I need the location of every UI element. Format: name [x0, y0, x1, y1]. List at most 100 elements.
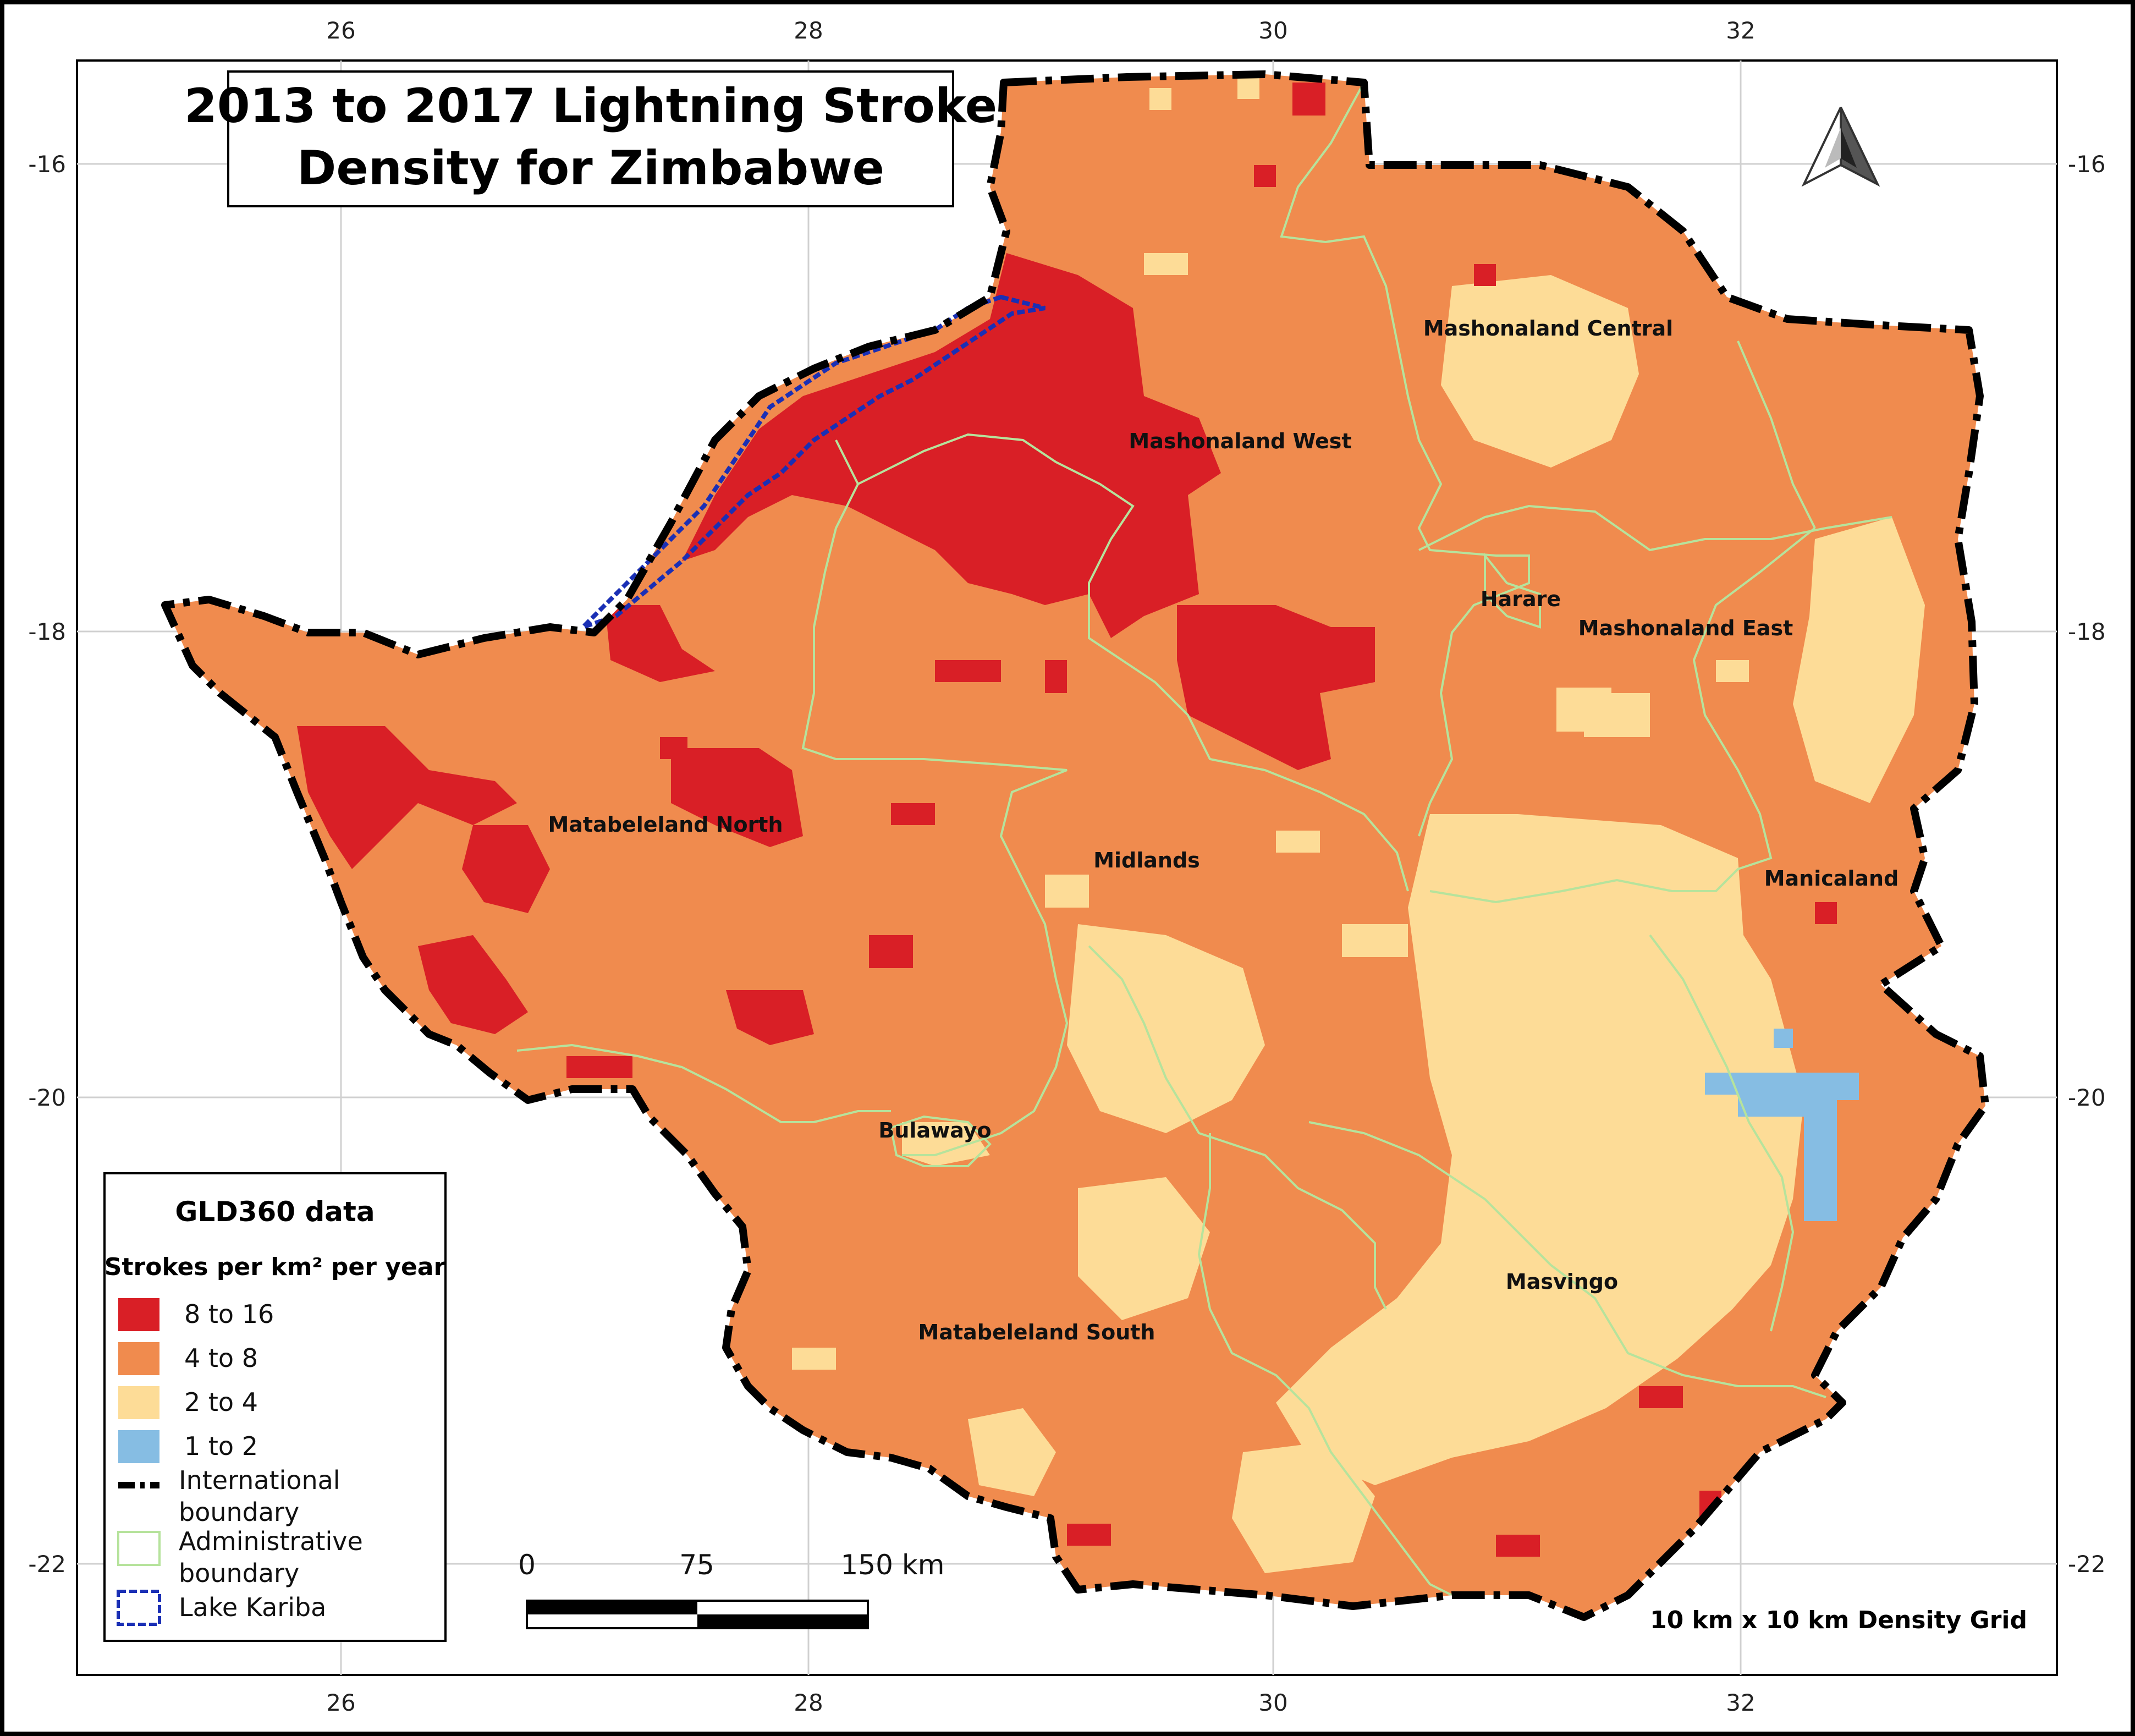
high-zone-matabeleland-north-west	[297, 726, 517, 869]
admin-boundaries	[516, 82, 1892, 1607]
admin-line-mashonaland-central-west	[1280, 82, 1530, 837]
province-label-matabeleland-north: Matabeleland North	[548, 812, 783, 837]
lat-tick-left: -16	[28, 151, 66, 178]
axis-longitude-top: 26 28 30 32	[326, 17, 1755, 44]
scale-label-0: 0	[518, 1549, 536, 1581]
legend-swatch-8to16	[118, 1298, 159, 1331]
international-boundary	[161, 70, 1989, 1621]
province-label-bulawayo: Bulawayo	[878, 1118, 991, 1142]
province-label-manicaland: Manicaland	[1764, 866, 1899, 891]
high-zone-matabeleland-north-b	[462, 825, 550, 913]
high-zone-mashonaland-west	[682, 253, 1221, 638]
density-grid-note: 10 km x 10 km Density Grid	[1650, 1606, 2027, 1634]
low-cell	[1342, 924, 1408, 957]
legend-swatch-2to4	[118, 1386, 159, 1419]
legend-lake-swatch	[117, 1590, 161, 1626]
admin-line-matabeleland-midlands	[801, 484, 1069, 1156]
high-zone-kariba-shore	[605, 605, 715, 682]
lat-tick-right: -22	[2068, 1551, 2106, 1578]
high-zone-matabeleland-north-c	[726, 990, 814, 1045]
legend-label-intl-boundary-1: International	[179, 1465, 340, 1495]
title-box: 2013 to 2017 Lightning Stroke Density fo…	[184, 70, 997, 207]
admin-line-masvingo-east	[1308, 1121, 1826, 1398]
lon-tick-top: 26	[326, 17, 355, 44]
map-title-line1: 2013 to 2017 Lightning Stroke	[184, 79, 997, 134]
low-cell	[1144, 253, 1188, 275]
high-zone-north-central	[1177, 605, 1375, 770]
density-zones-8to16	[297, 83, 1837, 1557]
high-cell	[566, 1056, 632, 1078]
lon-tick-bottom: 30	[1258, 1689, 1287, 1716]
low-zone-matabeleland-south-b	[968, 1408, 1056, 1496]
admin-line-ne	[1737, 340, 1816, 529]
admin-line-manicaland-south	[1649, 934, 1795, 1332]
high-cell	[935, 660, 1001, 682]
high-cell	[1045, 660, 1067, 693]
legend-subtitle: Strokes per km² per year	[104, 1253, 446, 1281]
high-cell	[1067, 1524, 1111, 1546]
axis-latitude-left: -16 -18 -20 -22	[28, 151, 66, 1578]
low-cell	[1045, 875, 1089, 908]
very-low-cell	[1774, 1029, 1793, 1048]
scale-bar-segment	[527, 1601, 697, 1614]
admin-line-matabeleland-north-south	[516, 1043, 891, 1123]
legend-admin-boundary-swatch	[117, 1531, 161, 1566]
legend-label-2to4: 2 to 4	[184, 1387, 258, 1417]
legend-label-admin-boundary-2: boundary	[179, 1558, 299, 1588]
low-zone-mashonaland-central	[1441, 275, 1639, 468]
low-cell	[1716, 660, 1749, 682]
low-zone-south	[1232, 1441, 1375, 1573]
admin-line-matabeleland-south-masvingo	[1197, 1133, 1474, 1607]
high-cell	[1254, 165, 1276, 187]
axis-longitude-bottom: 26 28 30 32	[326, 1689, 1755, 1716]
title-frame	[227, 70, 954, 207]
legend-label-4to8: 4 to 8	[184, 1343, 258, 1373]
high-cell	[1639, 1386, 1683, 1408]
lat-tick-left: -22	[28, 1551, 66, 1578]
lat-tick-right: -16	[2068, 151, 2106, 178]
admin-line-harare	[1484, 552, 1541, 629]
province-label-mashonaland-west: Mashonaland West	[1129, 429, 1351, 453]
high-cell	[1292, 83, 1325, 116]
low-zone-matabeleland-south-a	[1078, 1177, 1210, 1320]
province-labels: Mashonaland Central Mashonaland West Har…	[548, 316, 1899, 1344]
low-cell	[792, 1348, 836, 1370]
province-label-masvingo: Masvingo	[1506, 1270, 1618, 1294]
legend-label-lake: Lake Kariba	[179, 1592, 326, 1622]
high-cell	[1474, 264, 1496, 286]
lon-tick-top: 30	[1258, 17, 1287, 44]
high-zone-matabeleland-north-centre	[671, 748, 803, 847]
legend-frame	[103, 1172, 447, 1642]
legend-label-8to16: 8 to 16	[184, 1299, 274, 1329]
high-cell	[869, 935, 913, 968]
low-zone-midlands	[1067, 924, 1265, 1133]
lat-tick-right: -20	[2068, 1084, 2106, 1111]
scale-label-75: 75	[679, 1549, 714, 1581]
high-cell	[891, 803, 935, 825]
low-cell	[1584, 693, 1650, 737]
low-cell	[1276, 831, 1320, 853]
province-label-matabeleland-south: Matabeleland South	[918, 1320, 1155, 1344]
admin-line-manicaland	[1429, 527, 1816, 904]
lat-tick-left: -18	[28, 618, 66, 645]
legend-title: GLD360 data	[175, 1196, 375, 1228]
scale-bar-segment	[697, 1614, 868, 1628]
high-cell	[1496, 1535, 1540, 1557]
lat-tick-right: -18	[2068, 618, 2106, 645]
lat-tick-left: -20	[28, 1084, 66, 1111]
lon-tick-bottom: 28	[794, 1689, 823, 1716]
lake-kariba	[581, 294, 1046, 629]
lon-tick-bottom: 26	[326, 1689, 355, 1716]
low-zone-east-border	[1793, 517, 1925, 803]
high-cell	[1815, 902, 1837, 924]
admin-line-bulawayo	[889, 1115, 992, 1167]
legend-swatch-1to2	[118, 1430, 159, 1463]
legend-label-admin-boundary-1: Administrative	[179, 1526, 363, 1556]
lon-tick-top: 32	[1726, 17, 1755, 44]
legend-label-1to2: 1 to 2	[184, 1431, 258, 1461]
lon-tick-top: 28	[794, 17, 823, 44]
admin-line-east	[1418, 504, 1892, 552]
scale-bar: 0 75 150 km	[518, 1549, 945, 1629]
scale-label-150: 150 km	[841, 1549, 945, 1581]
north-arrow-icon	[1801, 107, 1880, 187]
